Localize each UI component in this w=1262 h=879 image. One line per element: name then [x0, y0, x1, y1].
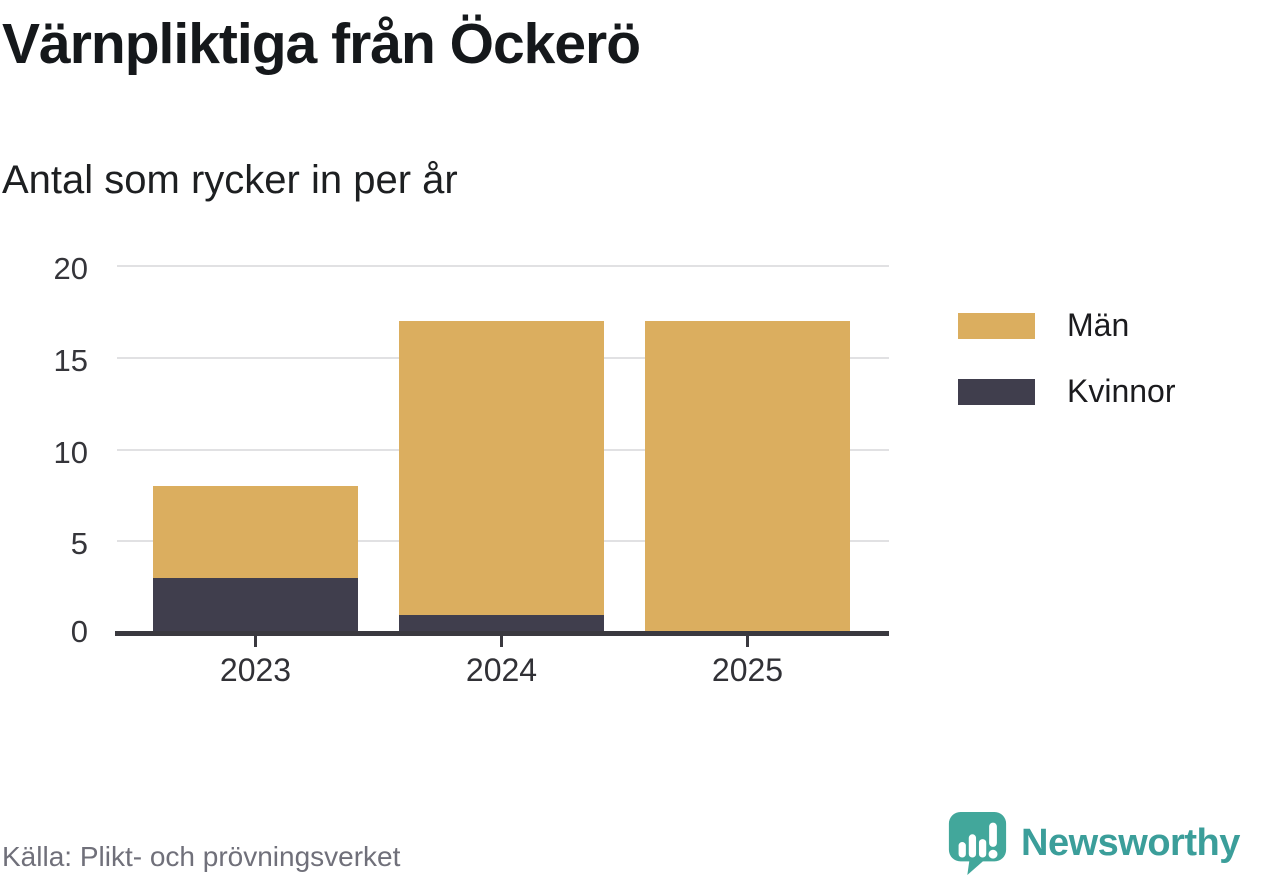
- legend-swatch-män: [958, 312, 1035, 339]
- y-tick-label-20: 20: [53, 251, 88, 286]
- x-tick-label-2024: 2024: [465, 652, 538, 688]
- legend-item-män: Män: [958, 307, 1176, 344]
- bar-2023-män: [153, 486, 358, 578]
- source-note: Källa: Plikt- och prövningsverket: [2, 841, 401, 872]
- chart-subtitle: Antal som rycker in per år: [2, 158, 458, 202]
- newsworthy-icon: [948, 811, 1007, 875]
- chart-title: Värnpliktiga från Öckerö: [2, 12, 641, 76]
- bar-2024-män: [399, 321, 604, 615]
- plot-area: 0 5 10 15 20 2023 2024 2025: [54, 251, 889, 688]
- y-tick-label-5: 5: [70, 526, 88, 562]
- y-tick-label-15: 15: [53, 342, 88, 378]
- bar-2025-män: [645, 321, 850, 633]
- newsworthy-wordmark: Newsworthy: [1021, 821, 1240, 864]
- bar-2023-kvinnor: [153, 577, 358, 633]
- newsworthy-logo[interactable]: Newsworthy: [947, 811, 1240, 875]
- y-tick-label-0: 0: [70, 614, 88, 649]
- x-tick-2024: [500, 635, 503, 647]
- x-tick-2023: [254, 635, 257, 647]
- legend-item-kvinnor: Kvinnor: [958, 373, 1176, 410]
- legend: Män Kvinnor: [958, 307, 1176, 410]
- x-tick-label-2025: 2025: [711, 652, 784, 688]
- gridline-y-20: [117, 265, 889, 267]
- legend-label-kvinnor: Kvinnor: [1067, 373, 1176, 409]
- x-tick-2025: [746, 635, 749, 647]
- x-axis-line: [115, 631, 889, 636]
- legend-swatch-kvinnor: [958, 378, 1035, 405]
- legend-label-män: Män: [1067, 307, 1130, 343]
- bar-2024-kvinnor: [399, 614, 604, 633]
- x-tick-label-2023: 2023: [219, 652, 292, 688]
- y-tick-label-10: 10: [53, 434, 88, 470]
